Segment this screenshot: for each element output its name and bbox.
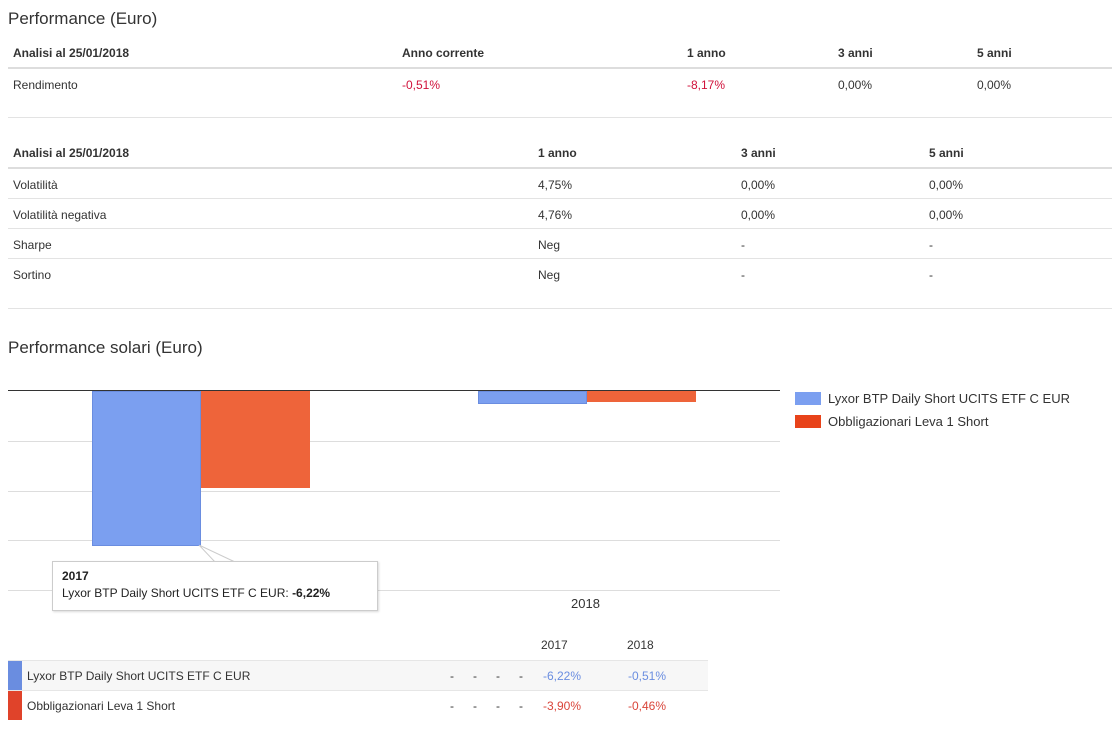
legend-swatch xyxy=(795,392,821,405)
cell: - xyxy=(496,699,500,713)
chart-tooltip: 2017 Lyxor BTP Daily Short UCITS ETF C E… xyxy=(52,561,378,611)
table-row: Volatilità 4,75% 0,00% 0,00% xyxy=(8,169,1112,199)
tooltip-title: 2017 xyxy=(62,569,89,583)
header-cell: 3 anni xyxy=(838,46,873,60)
row-label: Sharpe xyxy=(13,238,52,252)
row-label: Rendimento xyxy=(13,78,78,92)
header-cell: 5 anni xyxy=(977,46,1012,60)
bar-2018-series-1[interactable] xyxy=(587,391,696,403)
cell: - xyxy=(929,238,933,252)
cell: 0,00% xyxy=(741,208,776,222)
table-row: Lyxor BTP Daily Short UCITS ETF C EUR - - -… xyxy=(8,660,708,690)
gridline xyxy=(8,441,780,442)
cell: 0,00% xyxy=(929,208,964,222)
cell: 0,00% xyxy=(838,78,873,92)
row-label: Obbligazionari Leva 1 Short xyxy=(27,699,176,713)
cell: -0,46% xyxy=(628,699,667,713)
zero-axis-line xyxy=(8,390,780,391)
cell: - xyxy=(741,268,745,282)
cell: 0,00% xyxy=(741,178,776,192)
series-color-marker xyxy=(8,691,22,720)
series-color-marker xyxy=(8,661,22,690)
table-row: Sortino Neg - - xyxy=(8,259,1112,309)
cell: -8,17% xyxy=(687,78,726,92)
cell: - xyxy=(473,669,477,683)
header-cell: Anno corrente xyxy=(402,46,485,60)
tooltip-value: -6,22% xyxy=(292,586,331,600)
header-cell: Analisi al 25/01/2018 xyxy=(13,146,130,160)
cell: - xyxy=(496,669,500,683)
header-cell: 3 anni xyxy=(741,146,776,160)
header-cell: 5 anni xyxy=(929,146,964,160)
performance-table: Analisi al 25/01/2018 Anno corrente 1 an… xyxy=(8,37,1112,118)
legend-label: Lyxor BTP Daily Short UCITS ETF C EUR xyxy=(828,391,1070,406)
cell: -0,51% xyxy=(402,78,441,92)
cell: 0,00% xyxy=(929,178,964,192)
row-label: Volatilità negativa xyxy=(13,208,107,222)
solar-title: Performance solari (Euro) xyxy=(8,338,203,357)
gridline xyxy=(8,590,780,591)
table-row: Obbligazionari Leva 1 Short - - - - -3,90% -0,… xyxy=(8,690,708,720)
header-cell: 2018 xyxy=(627,638,654,652)
cell: 0,00% xyxy=(977,78,1012,92)
row-label: Lyxor BTP Daily Short UCITS ETF C EUR xyxy=(27,669,251,683)
cell: - xyxy=(519,669,523,683)
table-header: Analisi al 25/01/2018 Anno corrente 1 an… xyxy=(8,37,1112,69)
header-cell: 1 anno xyxy=(687,46,726,60)
legend-item[interactable]: Obbligazionari Leva 1 Short xyxy=(795,414,988,429)
gridline xyxy=(8,540,780,541)
cell: -3,90% xyxy=(543,699,582,713)
bar-2018-series-0[interactable] xyxy=(478,391,587,404)
bar-2017-series-0[interactable] xyxy=(92,391,201,546)
cell: - xyxy=(473,699,477,713)
cell: Neg xyxy=(538,238,561,252)
row-label: Sortino xyxy=(13,268,52,282)
header-cell: Analisi al 25/01/2018 xyxy=(13,46,130,60)
cell: -0,51% xyxy=(628,669,667,683)
tooltip-label: Lyxor BTP Daily Short UCITS ETF C EUR: xyxy=(62,586,289,600)
table-row: Sharpe Neg - - xyxy=(8,229,1112,259)
cell: - xyxy=(929,268,933,282)
cell: - xyxy=(450,699,454,713)
performance-title: Performance (Euro) xyxy=(8,9,158,28)
legend-label: Obbligazionari Leva 1 Short xyxy=(828,414,989,429)
header-cell: 2017 xyxy=(541,638,568,652)
table-row: Volatilità negativa 4,76% 0,00% 0,00% xyxy=(8,199,1112,229)
row-label: Volatilità xyxy=(13,178,58,192)
cell: 4,75% xyxy=(538,178,573,192)
cell: - xyxy=(519,699,523,713)
table-header: Analisi al 25/01/2018 1 anno 3 anni 5 an… xyxy=(8,137,1112,169)
table-row: Rendimento -0,51% -8,17% 0,00% 0,00% xyxy=(8,69,1112,118)
cell: Neg xyxy=(538,268,561,282)
gridline xyxy=(8,491,780,492)
risk-table: Analisi al 25/01/2018 1 anno 3 anni 5 an… xyxy=(8,137,1112,309)
legend-item[interactable]: Lyxor BTP Daily Short UCITS ETF C EUR xyxy=(795,391,1070,406)
x-tick-label: 2018 xyxy=(571,596,600,611)
cell: 4,76% xyxy=(538,208,573,222)
bar-2017-series-1[interactable] xyxy=(201,391,310,488)
cell: - xyxy=(741,238,745,252)
header-cell: 1 anno xyxy=(538,146,577,160)
legend-swatch xyxy=(795,415,821,428)
cell: - xyxy=(450,669,454,683)
cell: -6,22% xyxy=(543,669,582,683)
